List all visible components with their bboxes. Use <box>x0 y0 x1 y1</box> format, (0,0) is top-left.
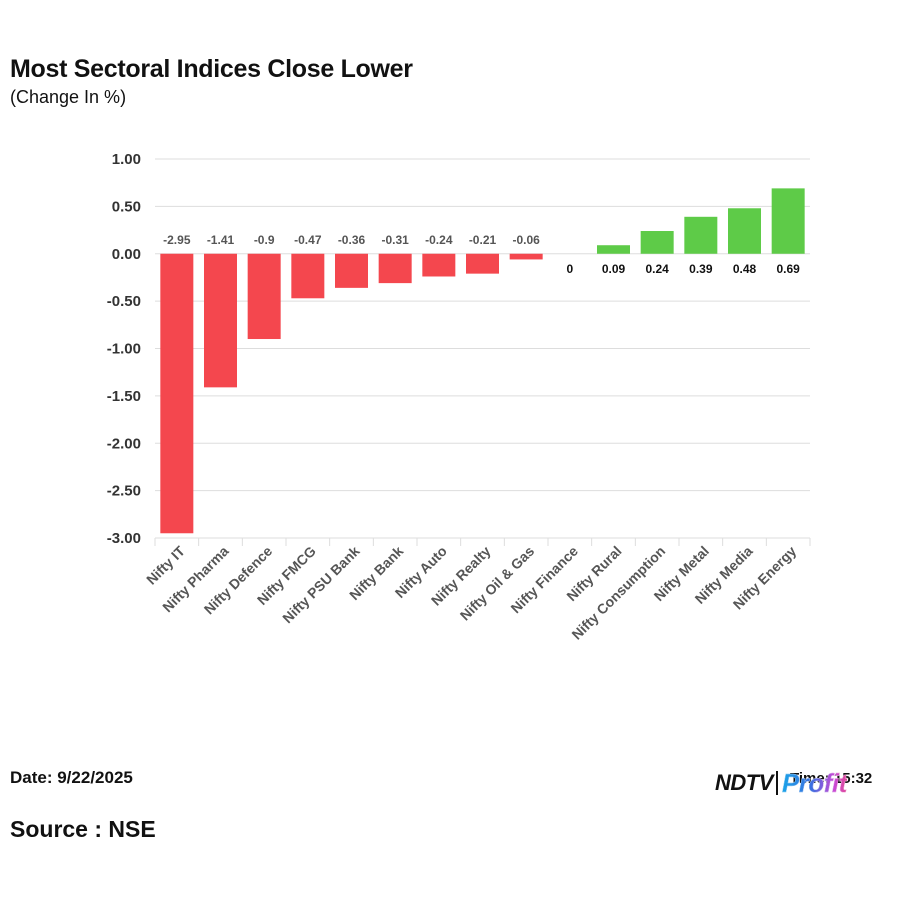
logo-ndtv-text: NDTV <box>715 770 773 795</box>
bar-nifty-bank <box>378 253 412 284</box>
y-tick-label: -3.00 <box>107 530 141 547</box>
gridlines <box>154 158 811 546</box>
logo-divider <box>775 771 778 795</box>
y-axis-ticks: 1.00 0.50 0.00 -0.50 -1.00 -1.50 -2.00 -2.50 -3.… <box>107 151 141 547</box>
data-label: -0.9 <box>254 233 275 247</box>
data-label: -2.95 <box>163 233 191 247</box>
data-label: -1.41 <box>207 233 235 247</box>
chart-subtitle: (Change In %) <box>10 87 127 107</box>
data-label: -0.24 <box>425 233 453 247</box>
data-label: 0.39 <box>689 262 713 276</box>
bar-chart: 1.00 0.50 0.00 -0.50 -1.00 -1.50 -2.00 -2.50 -3.… <box>107 151 811 643</box>
bar-nifty-it <box>160 253 194 534</box>
time-text: Time: 15:32 <box>790 770 873 787</box>
data-label: -0.31 <box>381 233 409 247</box>
bar-nifty-auto <box>422 253 456 277</box>
y-tick-label: 0.50 <box>112 198 141 215</box>
x-tick-label: Nifty PSU Bank <box>279 543 363 627</box>
bar-nifty-psu-bank <box>335 253 368 288</box>
data-label: -0.06 <box>512 233 540 247</box>
y-tick-label: 1.00 <box>112 151 141 168</box>
data-label: 0 <box>566 262 573 276</box>
y-tick-label: -0.50 <box>107 293 141 310</box>
bar-nifty-pharma <box>204 253 237 388</box>
data-labels: -2.95 -1.41 -0.9 -0.47 -0.36 -0.31 -0.24 -0.21 -… <box>163 233 800 276</box>
bar-nifty-oil-gas <box>509 253 543 260</box>
bars <box>160 188 805 534</box>
y-tick-label: -1.00 <box>107 341 141 358</box>
data-label: 0.09 <box>602 262 626 276</box>
bar-nifty-media <box>728 208 761 254</box>
data-label: 0.48 <box>733 262 757 276</box>
x-tick-label: Nifty Oil & Gas <box>457 543 538 624</box>
bar-nifty-rural <box>597 245 630 254</box>
chart-title: Most Sectoral Indices Close Lower <box>10 55 413 83</box>
ndtv-profit-logo: NDTV Profit <box>715 766 847 800</box>
bar-nifty-realty <box>466 253 499 274</box>
data-label: -0.47 <box>294 233 322 247</box>
bar-nifty-energy <box>771 188 805 254</box>
data-label: -0.36 <box>338 233 366 247</box>
data-label: 0.69 <box>776 262 800 276</box>
y-tick-label: 0.00 <box>112 246 141 263</box>
y-tick-label: -2.00 <box>107 435 141 452</box>
data-label: -0.21 <box>469 233 497 247</box>
logo-profit-text: Profit <box>781 767 848 798</box>
date-text: Date: 9/22/2025 <box>10 768 133 787</box>
data-label: 0.24 <box>645 262 669 276</box>
y-tick-label: -2.50 <box>107 483 141 500</box>
bar-nifty-defence <box>247 253 281 340</box>
bar-nifty-fmcg <box>291 253 325 299</box>
source-text: Source : NSE <box>10 816 156 842</box>
bar-nifty-metal <box>684 216 718 254</box>
y-tick-label: -1.50 <box>107 388 141 405</box>
bar-nifty-consumption <box>640 231 674 254</box>
